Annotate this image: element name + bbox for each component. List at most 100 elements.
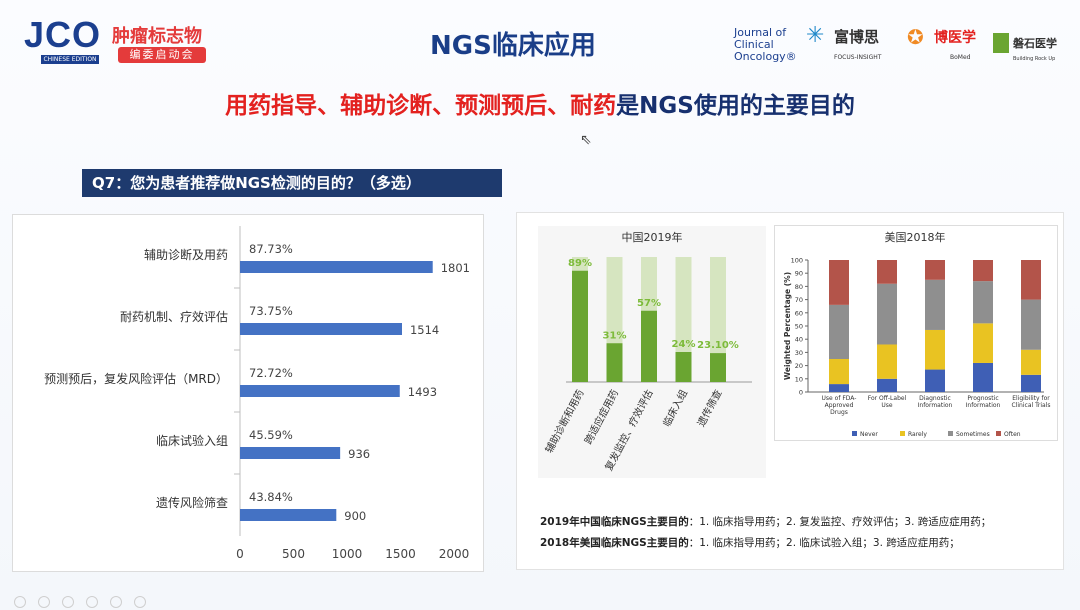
us-y-axis-label: Weighted Percentage (%) [783,272,792,380]
value-label: 900 [344,509,366,523]
us-bar-segment [973,362,993,392]
us-category-label-box: Diagnostic Information [918,395,953,409]
footnote-us-bold: 2018年美国临床NGS主要目的 [540,537,689,549]
us-y-tick-label: 30 [795,349,803,357]
header: JCO CHINESE EDITION 肿瘤标志物 编委启动会 NGS临床应用 … [0,0,1080,78]
us-category-label: Eligibility for Clinical Trials [1011,395,1051,409]
us-legend-swatch [900,431,905,436]
prev-slide-icon[interactable] [14,596,26,608]
jco-logo: JCO [24,14,102,55]
percent-label: 43.84% [249,490,293,504]
footnote-china-rest: ：1. 临床指导用药；2. 复发监控、疗效评估；3. 跨适应症用药； [688,516,992,528]
us-legend-swatch [852,431,857,436]
us-legend-label: Sometimes [956,431,990,438]
us-bar-segment [925,329,945,370]
us-bar-segment [973,323,993,363]
percent-label: 72.72% [249,366,293,380]
stone-icon [993,33,1009,53]
china-chart-title: 中国2019年 [621,231,683,244]
us-bar-segment [973,260,993,282]
us-chart-frame [774,225,1058,441]
us-bar-segment [829,384,849,392]
category-label: 预测预后，复发风险评估（MRD） [44,371,228,386]
subtitle-red-part: 用药指导、辅助诊断、预测预后、耐药 [225,93,617,119]
value-label: 1514 [410,323,439,337]
category-label: 辅助诊断及用药 [144,247,228,262]
us-category-label: For Off-Label Use [867,395,907,409]
us-y-tick-label: 20 [795,362,803,370]
us-category-label: Prognostic Information [965,395,1001,409]
us-bar-segment [1021,349,1041,375]
us-legend-label: Never [860,431,878,438]
bomed-logo-sub: BoMed [950,54,971,61]
footnote-us-rest: ：1. 临床指导用药；2. 临床试验入组；3. 跨适应症用药； [688,537,960,549]
us-bar-segment [1021,299,1041,350]
us-bar-segment [877,283,897,345]
percent-label: 45.59% [249,428,293,442]
footnote-china: 2019年中国临床NGS主要目的：1. 临床指导用药；2. 复发监控、疗效评估；… [540,514,991,529]
us-bar-segment [925,279,945,330]
us-y-tick-label: 80 [795,283,803,291]
china-value-label: 89% [568,258,592,269]
bar [240,385,400,397]
mouse-cursor-icon: ⇖ [580,132,592,148]
us-bar-segment [1021,260,1041,300]
us-y-tick-label: 100 [791,257,803,265]
value-label: 936 [348,447,370,461]
bomed-icon: ✪ [907,25,924,49]
us-y-tick-label: 60 [795,309,803,317]
focus-star-icon: ✳ [806,23,825,48]
jco-edition-label: CHINESE EDITION [41,55,99,64]
footnote-china-bold: 2019年中国临床NGS主要目的 [540,516,689,528]
us-y-tick-label: 90 [795,270,803,278]
zoom-icon[interactable] [110,596,122,608]
next-slide-icon[interactable] [38,596,50,608]
journal-logo: Journal of Clinical Oncology® [734,26,797,63]
pen-tool-icon[interactable] [62,596,74,608]
stone-logo: 磐石医学 [1013,37,1057,50]
us-category-label-box: Use of FDA-Approved Drugs [822,395,857,416]
china-bar-background [675,257,692,382]
x-tick-label: 1000 [332,547,363,561]
us-bar-segment [877,260,897,284]
value-label: 1493 [408,385,437,399]
percent-label: 73.75% [249,304,293,318]
bomed-logo: 博医学 [934,30,976,46]
us-chart-title: 美国2018年 [884,231,946,244]
value-label: 1801 [441,261,470,275]
presentation-toolbar [0,590,1080,610]
us-y-tick-label: 40 [795,336,803,344]
china-value-label: 23.10% [697,340,739,351]
us-bar-segment [925,260,945,280]
china-value-label: 31% [603,330,627,341]
china-bar [641,310,657,382]
bar [240,509,337,521]
more-options-icon[interactable] [134,596,146,608]
x-tick-label: 0 [236,547,244,561]
bar [240,323,402,335]
china-value-label: 24% [672,339,696,350]
us-bar-segment [829,260,849,305]
us-bar-segment [1021,374,1041,392]
us-category-label-box: Prognostic Information [965,395,1001,409]
us-category-label-box: For Off-Label Use [867,395,907,409]
category-label: 遗传风险筛查 [156,495,228,510]
us-legend-label: Often [1004,431,1021,438]
us-legend-label: Rarely [908,431,927,438]
us-category-label-box: Eligibility for Clinical Trials [1011,395,1051,409]
us-bar-segment [877,344,897,379]
us-legend-swatch [996,431,1001,436]
x-tick-label: 500 [282,547,305,561]
us-bar-segment [829,304,849,359]
china-value-label: 57% [637,298,661,309]
percent-label: 87.73% [249,242,293,256]
us-bar-segment [877,378,897,392]
focus-logo-sub: FOCUS-INSIGHT [834,54,882,61]
stone-logo-sub: Building Rock Up [1013,56,1056,62]
us-bar-segment [829,359,849,385]
slides-grid-icon[interactable] [86,596,98,608]
focus-logo: 富博思 [834,28,880,46]
us-y-tick-label: 0 [799,389,803,397]
